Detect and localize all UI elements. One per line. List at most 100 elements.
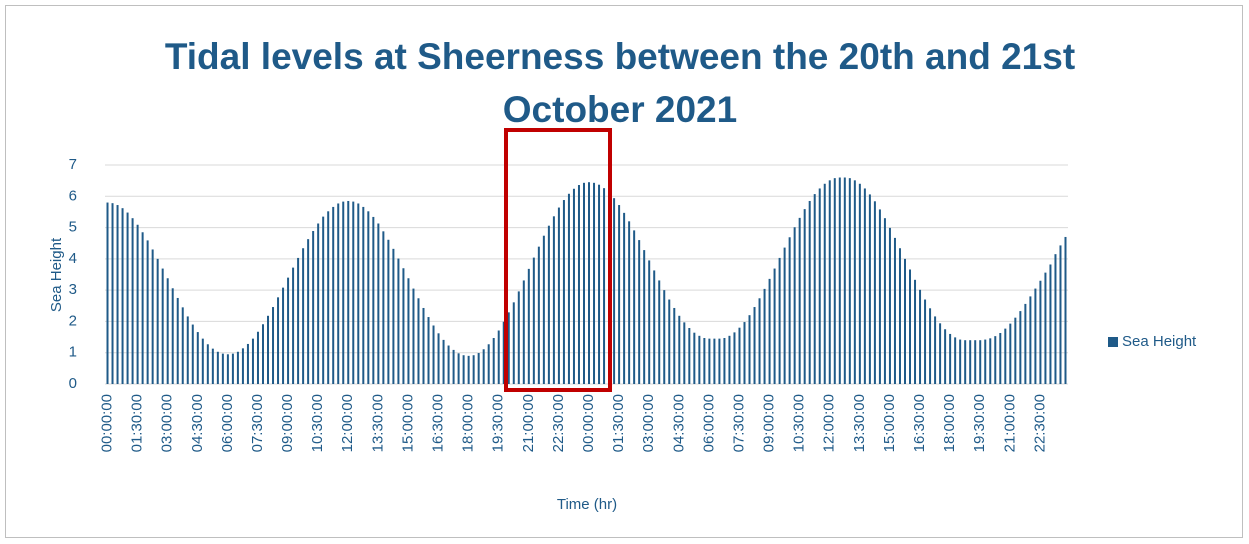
bar (547, 225, 550, 384)
bar (136, 224, 139, 384)
bar (838, 177, 841, 384)
bar (628, 221, 631, 384)
bar (778, 257, 781, 384)
bar (868, 194, 871, 384)
y-tick-label: 2 (69, 312, 77, 329)
x-tick-label: 06:00:00 (219, 394, 236, 452)
bar (146, 240, 149, 384)
bar (588, 182, 591, 384)
bar (352, 201, 355, 384)
bar (171, 288, 174, 384)
x-tick-label: 04:30:00 (670, 394, 687, 452)
bar (954, 337, 957, 384)
bar (728, 335, 731, 384)
bar (793, 227, 796, 384)
bar (487, 344, 490, 384)
bar (828, 180, 831, 384)
bar (808, 200, 811, 384)
bar (151, 249, 154, 384)
bar (823, 183, 826, 384)
bar (562, 200, 565, 384)
bar (196, 332, 199, 384)
x-tick-label: 19:30:00 (971, 394, 988, 452)
x-tick-label: 01:30:00 (610, 394, 627, 452)
bar (432, 325, 435, 384)
bar (1049, 264, 1052, 384)
bar (858, 183, 861, 384)
bar (959, 339, 962, 384)
bar (1039, 280, 1042, 384)
bar (1054, 254, 1057, 384)
bar (748, 315, 751, 384)
bar (1034, 288, 1037, 384)
bar (527, 268, 530, 384)
bar (618, 205, 621, 384)
bar (898, 248, 901, 384)
bar (668, 299, 671, 384)
x-tick-label: 03:00:00 (159, 394, 176, 452)
bar (969, 340, 972, 384)
x-tick-label: 21:00:00 (1001, 394, 1018, 452)
bar (939, 323, 942, 384)
x-tick-label: 04:30:00 (189, 394, 206, 452)
bar (261, 324, 264, 384)
bar (688, 327, 691, 384)
bar (798, 217, 801, 384)
bar (277, 297, 280, 384)
bar (497, 330, 500, 384)
x-tick-label: 12:00:00 (339, 394, 356, 452)
x-tick-label: 06:00:00 (700, 394, 717, 452)
y-tick-label: 1 (69, 344, 77, 361)
bar (658, 280, 661, 384)
x-tick-label: 13:30:00 (369, 394, 386, 452)
bar (853, 180, 856, 384)
y-tick-label: 4 (69, 250, 77, 267)
bar (412, 288, 415, 384)
bar (427, 317, 430, 384)
bar (517, 291, 520, 384)
bar (683, 322, 686, 384)
x-tick-label: 15:00:00 (881, 394, 898, 452)
bar (643, 250, 646, 384)
bar (267, 315, 270, 384)
x-tick-label: 10:30:00 (791, 394, 808, 452)
bar (788, 237, 791, 384)
bar (673, 307, 676, 384)
bar (302, 248, 305, 384)
bar (883, 218, 886, 384)
bar (708, 338, 711, 384)
bar (372, 216, 375, 384)
bar (447, 345, 450, 384)
y-tick-label: 7 (69, 156, 77, 173)
bar (126, 212, 129, 384)
bar (934, 316, 937, 384)
legend-swatch (1108, 337, 1118, 347)
bar (593, 182, 596, 384)
bar (989, 338, 992, 384)
x-tick-label: 21:00:00 (520, 394, 537, 452)
bar (357, 203, 360, 384)
bar (287, 277, 290, 384)
bar (156, 258, 159, 384)
x-tick-label: 07:30:00 (249, 394, 266, 452)
x-tick-label: 18:00:00 (941, 394, 958, 452)
bar (417, 298, 420, 384)
bar (567, 193, 570, 384)
bar (1004, 328, 1007, 384)
bar (919, 289, 922, 384)
bar (1019, 311, 1022, 384)
bar (256, 331, 259, 384)
bar (121, 208, 124, 384)
bar (377, 223, 380, 384)
x-axis-label: Time (hr) (557, 496, 617, 513)
bar (979, 340, 982, 384)
bar (909, 269, 912, 384)
bar (472, 355, 475, 384)
bar (783, 247, 786, 384)
bar (402, 268, 405, 384)
bar (542, 235, 545, 384)
bar (873, 201, 876, 384)
bar (166, 278, 169, 384)
